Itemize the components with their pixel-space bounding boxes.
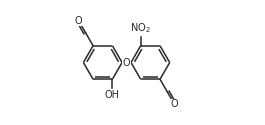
- Text: OH: OH: [105, 90, 120, 100]
- Text: O: O: [75, 16, 82, 26]
- Text: O: O: [123, 58, 130, 68]
- Text: NO$_2$: NO$_2$: [130, 22, 151, 35]
- Text: O: O: [171, 99, 178, 109]
